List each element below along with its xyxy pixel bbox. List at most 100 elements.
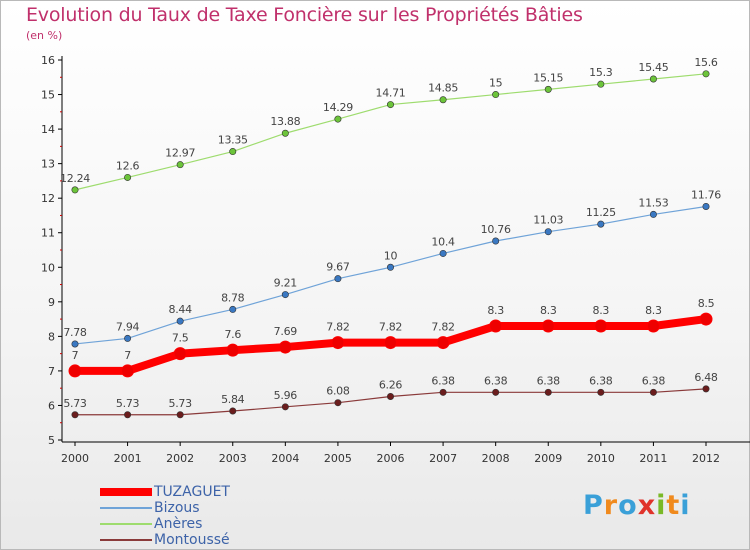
legend-item: Montoussé <box>100 532 230 548</box>
data-label-bizous: 11.53 <box>638 196 668 209</box>
data-point-montouss- <box>702 385 710 393</box>
legend-label: TUZAGUET <box>154 484 230 500</box>
data-label-an-res: 15 <box>489 77 503 90</box>
x-tick-label: 2002 <box>166 452 194 465</box>
x-tick-label: 2000 <box>61 452 89 465</box>
y-tick-label: 9 <box>48 296 55 309</box>
data-point-bizous <box>597 220 605 228</box>
data-label-an-res: 14.71 <box>376 87 406 100</box>
legend-item: Anères <box>100 516 230 532</box>
data-point-bizous <box>124 334 132 342</box>
data-label-tuzaguet: 8.3 <box>593 304 610 317</box>
data-label-tuzaguet: 7.82 <box>326 321 349 334</box>
data-label-an-res: 12.97 <box>165 147 195 160</box>
x-tick-label: 2006 <box>377 452 405 465</box>
logo-letter: t <box>666 490 681 521</box>
x-tick-label: 2011 <box>639 452 667 465</box>
chart-legend: TUZAGUET Bizous Anères Montoussé <box>100 484 230 548</box>
y-tick-label: 6 <box>48 399 55 412</box>
data-point-tuzaguet <box>594 319 608 333</box>
data-point-tuzaguet <box>699 312 713 326</box>
data-label-an-res: 15.45 <box>638 61 668 74</box>
y-tick-label: 5 <box>48 434 55 447</box>
data-point-tuzaguet <box>646 319 660 333</box>
data-label-montouss-: 5.73 <box>63 397 87 410</box>
y-tick-label: 12 <box>41 192 55 205</box>
x-tick-label: 2003 <box>219 452 247 465</box>
data-point-bizous <box>176 317 184 325</box>
data-point-montouss- <box>229 407 237 415</box>
data-label-tuzaguet: 7.5 <box>172 332 189 345</box>
data-label-an-res: 15.6 <box>694 56 718 69</box>
data-label-montouss-: 6.48 <box>694 371 718 384</box>
x-tick-label: 2005 <box>324 452 352 465</box>
data-point-tuzaguet <box>68 364 82 378</box>
x-tick-label: 2012 <box>692 452 720 465</box>
data-label-montouss-: 6.38 <box>642 374 666 387</box>
legend-swatch <box>100 488 152 496</box>
logo-letter: P <box>583 490 604 521</box>
data-label-bizous: 11.25 <box>586 206 616 219</box>
data-point-tuzaguet <box>226 343 240 357</box>
legend-item: TUZAGUET <box>100 484 230 500</box>
data-point-an-res <box>334 115 342 123</box>
y-tick-label: 14 <box>41 123 55 136</box>
data-label-montouss-: 6.38 <box>484 374 508 387</box>
logo-letter: i <box>656 490 667 521</box>
data-point-tuzaguet <box>121 364 135 378</box>
data-point-an-res <box>386 101 394 109</box>
logo-letter: r <box>603 490 619 521</box>
logo-letter: i <box>680 490 691 521</box>
data-label-bizous: 11.76 <box>691 188 721 201</box>
data-point-tuzaguet <box>331 336 345 350</box>
data-label-bizous: 9.21 <box>274 277 297 290</box>
data-label-an-res: 15.15 <box>533 71 563 84</box>
data-point-an-res <box>702 70 710 78</box>
y-tick-label: 7 <box>48 365 55 378</box>
y-tick-label: 15 <box>41 89 55 102</box>
data-point-tuzaguet <box>173 347 187 361</box>
data-point-bizous <box>386 263 394 271</box>
x-tick-label: 2007 <box>429 452 457 465</box>
data-label-bizous: 10.76 <box>481 223 511 236</box>
data-point-montouss- <box>439 388 447 396</box>
data-label-an-res: 13.35 <box>218 134 248 147</box>
data-label-tuzaguet: 7 <box>124 349 131 362</box>
data-point-bizous <box>229 305 237 313</box>
data-label-tuzaguet: 8.5 <box>698 297 715 310</box>
data-point-tuzaguet <box>278 340 292 354</box>
data-label-bizous: 10.4 <box>431 235 455 248</box>
data-label-tuzaguet: 8.3 <box>645 304 662 317</box>
data-point-montouss- <box>649 388 657 396</box>
data-label-bizous: 9.67 <box>326 261 350 274</box>
data-point-an-res <box>71 186 79 194</box>
data-point-montouss- <box>544 388 552 396</box>
data-label-montouss-: 6.38 <box>589 374 613 387</box>
x-tick-label: 2009 <box>534 452 562 465</box>
data-label-bizous: 11.03 <box>533 214 563 227</box>
data-label-an-res: 13.88 <box>270 115 300 128</box>
data-point-an-res <box>281 129 289 137</box>
data-label-bizous: 10 <box>384 249 398 262</box>
y-tick-label: 16 <box>41 54 55 67</box>
data-point-an-res <box>597 80 605 88</box>
logo-letter: o <box>618 490 638 521</box>
data-label-bizous: 8.78 <box>221 291 245 304</box>
logo-letter: x <box>637 490 657 521</box>
data-label-montouss-: 6.38 <box>537 374 561 387</box>
data-point-tuzaguet <box>384 336 397 350</box>
y-tick-label: 11 <box>41 227 55 240</box>
legend-swatch <box>100 507 152 509</box>
data-label-tuzaguet: 7.82 <box>379 321 402 334</box>
data-point-an-res <box>439 96 447 104</box>
data-point-bizous <box>71 340 79 348</box>
chart-title: Evolution du Taux de Taxe Foncière sur l… <box>26 4 583 26</box>
data-point-tuzaguet <box>436 336 450 350</box>
data-label-montouss-: 5.73 <box>116 397 140 410</box>
data-label-montouss-: 6.08 <box>326 385 350 398</box>
data-point-bizous <box>281 291 289 299</box>
data-point-montouss- <box>386 392 394 400</box>
data-label-tuzaguet: 7.6 <box>224 328 241 341</box>
